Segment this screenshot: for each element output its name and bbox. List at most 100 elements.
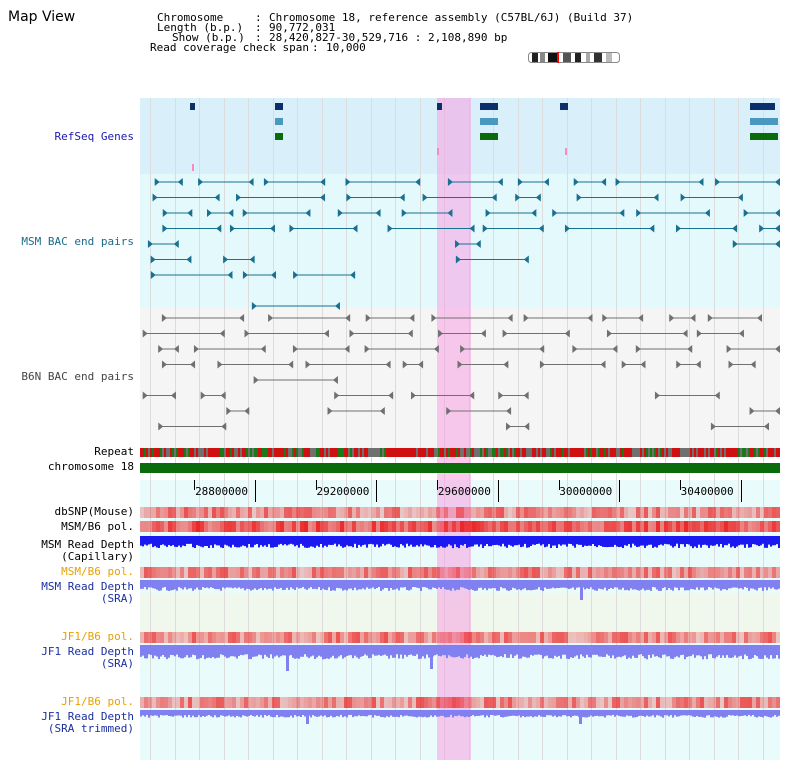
repeat-segment[interactable] [286, 448, 288, 457]
bac-end-marker[interactable] [485, 209, 491, 217]
bac-end-marker[interactable] [455, 240, 461, 248]
repeat-segment[interactable] [668, 448, 670, 457]
repeat-segment[interactable] [674, 448, 676, 457]
bac-end-marker[interactable] [638, 314, 644, 322]
bac-end-marker[interactable] [615, 178, 621, 186]
bac-end-marker[interactable] [411, 391, 417, 400]
repeat-segment[interactable] [430, 448, 432, 457]
repeat-segment[interactable] [524, 448, 526, 457]
repeat-segment[interactable] [582, 448, 584, 457]
bac-end-marker[interactable] [515, 193, 521, 202]
repeat-segment[interactable] [426, 448, 428, 457]
repeat-segment[interactable] [746, 448, 748, 457]
repeat-segment[interactable] [334, 448, 336, 457]
repeat-segment[interactable] [468, 448, 470, 457]
bac-end-marker[interactable] [497, 178, 503, 186]
bac-end-marker[interactable] [447, 178, 453, 186]
bac-end-marker[interactable] [260, 345, 266, 353]
bac-end-marker[interactable] [669, 314, 675, 322]
repeat-segment[interactable] [368, 448, 370, 457]
bac-end-marker[interactable] [576, 193, 582, 202]
repeat-segment[interactable] [206, 448, 208, 457]
repeat-segment[interactable] [394, 448, 396, 457]
bac-end-marker[interactable] [523, 391, 529, 400]
repeat-segment[interactable] [174, 448, 176, 457]
repeat-segment[interactable] [496, 448, 498, 457]
bac-end-marker[interactable] [654, 391, 660, 400]
bac-end-marker[interactable] [305, 209, 311, 217]
bac-end-marker[interactable] [142, 329, 148, 338]
bac-end-marker[interactable] [173, 240, 179, 248]
bac-end-marker[interactable] [242, 271, 248, 279]
bac-end-marker[interactable] [675, 224, 681, 233]
repeat-segment[interactable] [232, 448, 234, 457]
repeat-segment[interactable] [498, 448, 500, 457]
bac-end-marker[interactable] [653, 193, 659, 202]
repeat-segment[interactable] [728, 448, 730, 457]
repeat-segment[interactable] [556, 448, 558, 457]
repeat-segment[interactable] [150, 448, 152, 457]
repeat-segment[interactable] [502, 448, 504, 457]
bac-end-marker[interactable] [619, 209, 625, 217]
repeat-segment[interactable] [734, 448, 736, 457]
repeat-segment[interactable] [602, 448, 604, 457]
repeat-segment[interactable] [166, 448, 168, 457]
repeat-segment[interactable] [744, 448, 746, 457]
repeat-segment[interactable] [464, 448, 466, 457]
repeat-segment[interactable] [340, 448, 342, 457]
repeat-segment[interactable] [546, 448, 548, 457]
repeat-segment[interactable] [628, 448, 630, 457]
bac-end-marker[interactable] [346, 193, 352, 202]
repeat-segment[interactable] [610, 448, 612, 457]
repeat-segment[interactable] [766, 448, 768, 457]
repeat-segment[interactable] [522, 448, 524, 457]
repeat-segment[interactable] [720, 448, 722, 457]
repeat-segment[interactable] [492, 448, 494, 457]
repeat-segment[interactable] [364, 448, 366, 457]
repeat-segment[interactable] [264, 448, 266, 457]
bac-end-marker[interactable] [682, 329, 688, 338]
repeat-segment[interactable] [754, 448, 756, 457]
refseq-gene[interactable] [192, 164, 194, 171]
repeat-segment[interactable] [526, 448, 528, 457]
repeat-segment[interactable] [444, 448, 446, 457]
bac-end-marker[interactable] [161, 314, 167, 322]
dbsnp-strip[interactable] [140, 507, 780, 518]
bac-end-marker[interactable] [523, 255, 529, 264]
repeat-segment[interactable] [274, 448, 276, 457]
repeat-segment[interactable] [650, 448, 652, 457]
repeat-segment[interactable] [212, 448, 214, 457]
repeat-segment[interactable] [676, 448, 678, 457]
repeat-segment[interactable] [164, 448, 166, 457]
msm-depth-capillary-bars[interactable] [140, 536, 780, 558]
refseq-gene[interactable] [560, 103, 568, 110]
bac-end-marker[interactable] [507, 314, 513, 322]
repeat-segment[interactable] [536, 448, 538, 457]
repeat-segment[interactable] [570, 448, 572, 457]
repeat-segment[interactable] [474, 448, 476, 457]
bac-end-marker[interactable] [601, 178, 607, 186]
refseq-gene[interactable] [437, 148, 439, 155]
bac-end-marker[interactable] [572, 345, 578, 353]
bac-end-marker[interactable] [775, 178, 780, 186]
repeat-segment[interactable] [330, 448, 332, 457]
bac-end-marker[interactable] [207, 209, 213, 217]
bac-end-marker[interactable] [704, 209, 710, 217]
repeat-segment[interactable] [460, 448, 462, 457]
bac-end-marker[interactable] [228, 209, 234, 217]
repeat-segment[interactable] [738, 448, 740, 457]
bac-end-marker[interactable] [457, 360, 463, 369]
bac-end-marker[interactable] [475, 240, 481, 248]
repeat-segment[interactable] [354, 448, 356, 457]
repeat-segment[interactable] [494, 448, 496, 457]
repeat-segment[interactable] [760, 448, 762, 457]
repeat-segment[interactable] [742, 448, 744, 457]
repeat-segment[interactable] [200, 448, 202, 457]
repeat-segment[interactable] [398, 448, 400, 457]
repeat-segment[interactable] [220, 448, 222, 457]
repeat-segment[interactable] [356, 448, 358, 457]
repeat-segment[interactable] [362, 448, 364, 457]
repeat-segment[interactable] [154, 448, 156, 457]
repeat-segment[interactable] [694, 448, 696, 457]
repeat-segment[interactable] [374, 448, 376, 457]
